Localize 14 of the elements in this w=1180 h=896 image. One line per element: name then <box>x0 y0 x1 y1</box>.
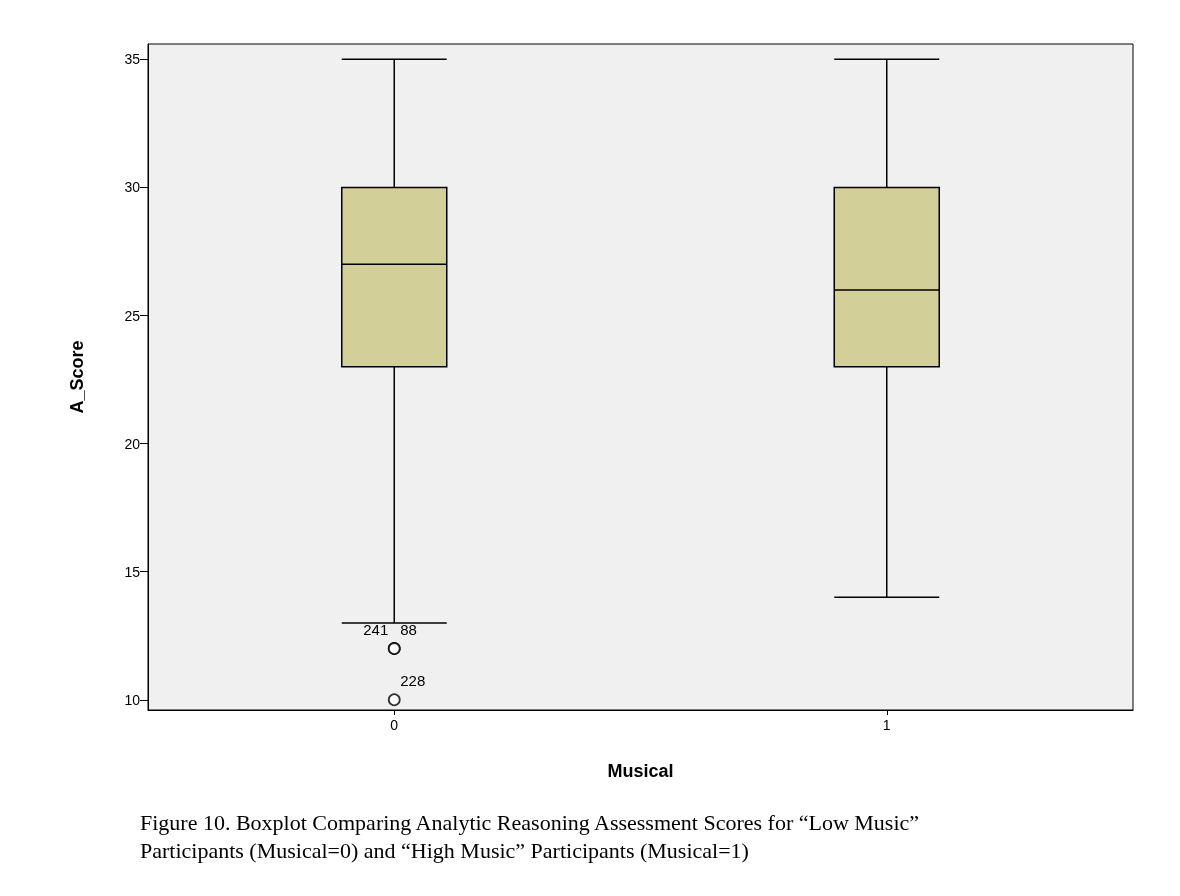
y-tick-label: 10 <box>124 691 141 708</box>
y-tick-label: 25 <box>124 307 141 324</box>
y-tick-label: 30 <box>124 179 141 196</box>
x-axis-title: Musical <box>607 761 674 781</box>
x-tick-label: 0 <box>390 717 399 733</box>
caption: Figure 10. Boxplot Comparing Analytic Reasoning Assessment Scores for “Low Music” Participants (Musical=0) and “High Music” Participants (Musical=1) <box>140 809 925 863</box>
y-tick-label: 35 <box>124 51 141 68</box>
y-tick-label: 15 <box>124 563 141 580</box>
annotation: 241 <box>363 620 389 638</box>
annotation: 88 <box>400 620 417 638</box>
y-tick-label: 20 <box>124 435 141 452</box>
annotation: 228 <box>400 671 426 689</box>
x-tick-label: 1 <box>882 717 891 733</box>
y-axis-title: A_Score <box>67 340 87 414</box>
